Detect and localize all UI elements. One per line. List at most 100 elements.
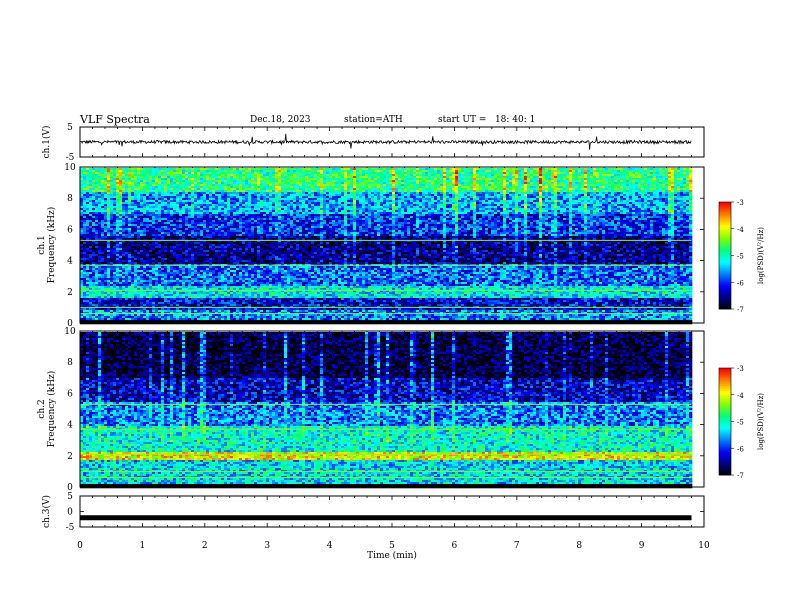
s1-cell <box>119 266 122 268</box>
s1-cell <box>197 260 200 262</box>
s1-cell <box>167 272 170 274</box>
s1-cell <box>86 304 89 306</box>
s1-cell <box>116 220 119 222</box>
s1-cell <box>110 204 113 206</box>
s1-cell <box>113 220 116 222</box>
s1-cell <box>83 274 86 276</box>
s1-cell <box>158 220 161 222</box>
s1-cell <box>179 268 182 270</box>
s1-cell <box>155 256 158 258</box>
s1-cell <box>200 180 203 182</box>
s1-cell <box>200 192 203 194</box>
s1-cell <box>95 234 98 236</box>
s1-cell <box>113 266 116 268</box>
s1-cell <box>119 214 122 216</box>
s1-cell <box>206 230 209 232</box>
s1-cell <box>143 182 146 184</box>
s1-cell <box>119 220 122 222</box>
s1-cell <box>194 174 197 176</box>
s1-cell <box>188 310 191 312</box>
s1-cell <box>188 198 191 200</box>
s1-cell <box>173 242 176 244</box>
s1-cell <box>188 244 191 246</box>
s1-cell <box>161 178 164 180</box>
s1-cell <box>212 222 215 224</box>
s1-cell <box>143 222 146 224</box>
s1-cell <box>212 254 215 256</box>
s1-cell <box>116 200 119 202</box>
s1-cell <box>113 294 116 296</box>
s1-cell <box>137 302 140 304</box>
s1-cell <box>143 232 146 234</box>
s1-cell <box>221 204 224 206</box>
s1-cell <box>104 186 107 188</box>
s1-cell <box>83 256 86 258</box>
s1-cell <box>131 256 134 258</box>
s1-cell <box>122 244 125 246</box>
s1-cell <box>83 168 86 170</box>
s1-cell <box>212 194 215 196</box>
s1-cell <box>143 308 146 310</box>
s1-cell <box>173 254 176 256</box>
s1-cell <box>215 226 218 228</box>
s1-cell <box>215 188 218 190</box>
s1-cell <box>215 274 218 276</box>
s1-cell <box>98 214 101 216</box>
s1-cell <box>83 282 86 284</box>
s1-cell <box>194 318 197 320</box>
s1-cell <box>206 304 209 306</box>
s1-cell <box>164 296 167 298</box>
s1-cell <box>206 174 209 176</box>
s1-cell <box>119 200 122 202</box>
s1-cell <box>206 192 209 194</box>
s1-cell <box>215 258 218 260</box>
s1-cell <box>167 204 170 206</box>
s1-cell <box>224 210 227 212</box>
s1-cell <box>149 236 152 238</box>
s1-cell <box>176 286 179 288</box>
s1-cell <box>158 250 161 252</box>
s1-cell <box>122 214 125 216</box>
s1-cell <box>89 310 92 312</box>
s1-cell <box>173 210 176 212</box>
s1-cell <box>212 170 215 172</box>
s1-cell <box>164 198 167 200</box>
s1-cell <box>113 196 116 198</box>
s1-cell <box>212 232 215 234</box>
s1-cell <box>92 206 95 208</box>
s1-cell <box>83 198 86 200</box>
s1-cell <box>98 202 101 204</box>
s1-cell <box>185 286 188 288</box>
s1-cell <box>182 294 185 296</box>
s1-cell <box>113 180 116 182</box>
s1-cell <box>146 302 149 304</box>
s1-cell <box>143 286 146 288</box>
s1-cell <box>122 174 125 176</box>
s1-cell <box>149 274 152 276</box>
s1-cell <box>89 200 92 202</box>
s1-cell <box>122 298 125 300</box>
s1-cell <box>116 292 119 294</box>
s1-cell <box>155 208 158 210</box>
s1-cell <box>92 274 95 276</box>
s1-cell <box>104 296 107 298</box>
s1-cell <box>206 220 209 222</box>
s1-cell <box>143 190 146 192</box>
s1-cell <box>113 262 116 264</box>
s1-cell <box>83 304 86 306</box>
s1-cell <box>173 252 176 254</box>
s1-cell <box>143 218 146 220</box>
s1-cell <box>110 262 113 264</box>
s1-cell <box>86 168 89 170</box>
s1-cell <box>83 188 86 190</box>
s1-cell <box>137 262 140 264</box>
s1-cell <box>143 188 146 190</box>
s1-cell <box>134 268 137 270</box>
s1-cell <box>206 266 209 268</box>
s1-cell <box>203 318 206 320</box>
s1-cell <box>107 308 110 310</box>
s1-cell <box>95 250 98 252</box>
s1-cell <box>143 230 146 232</box>
s1-cell <box>107 278 110 280</box>
